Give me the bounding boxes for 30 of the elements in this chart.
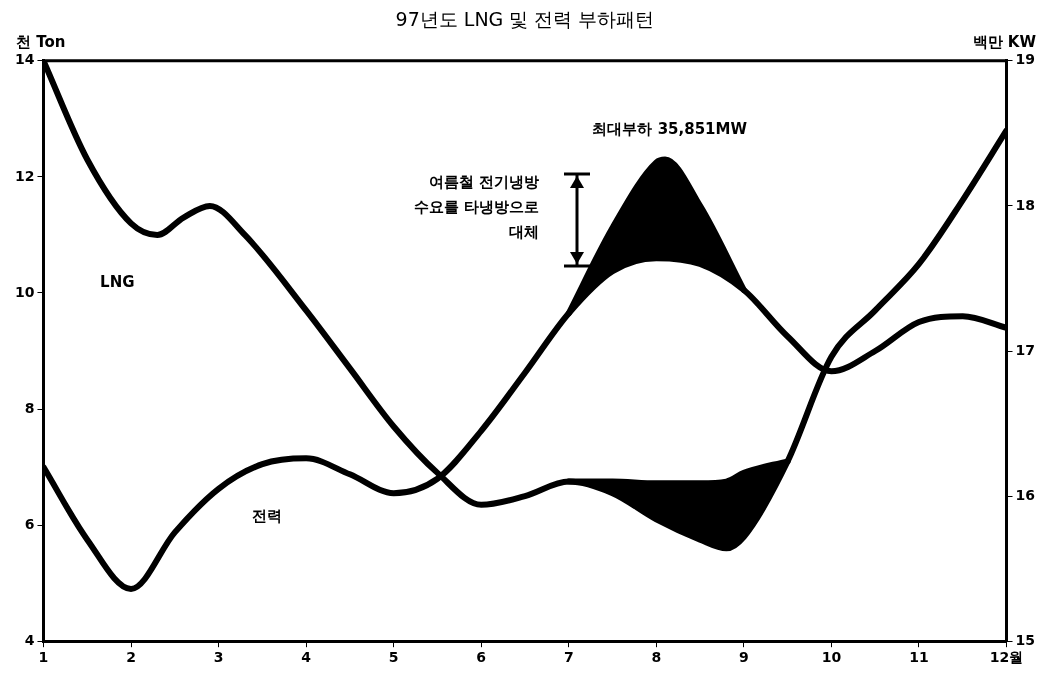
x-tick-label: 11 — [909, 649, 929, 666]
annotation: 최대부하 35,851MW — [592, 120, 748, 139]
x-tick-label: 3 — [213, 649, 224, 666]
y2-tick-label: 17 — [1015, 341, 1035, 358]
y-tick-label: 8 — [24, 399, 35, 416]
x-tick-label: 9 — [739, 649, 749, 666]
y2-tick-label: 18 — [1015, 196, 1035, 213]
y-tick-label: 10 — [15, 283, 35, 300]
x-tick-label: 5 — [388, 649, 399, 666]
x-tick-label: 8 — [651, 649, 662, 666]
x-tick-label: 7 — [563, 649, 574, 666]
y-tick-label: 6 — [24, 515, 35, 532]
text: LNG — [100, 272, 135, 291]
y-tick-label: 12 — [15, 167, 35, 184]
x-tick-label: 2 — [126, 649, 136, 666]
x-tick-label: 6 — [476, 649, 487, 666]
chart-title: 97년도 LNG 및 전력 부하패턴 — [395, 8, 655, 31]
y2-tick-label: 16 — [1015, 486, 1035, 503]
x-tick-label: 4 — [301, 649, 312, 666]
y-axis-title: 천 Ton — [16, 33, 66, 52]
annotation: 여름철 전기냉방 수요를 타냉방으로 대체 — [414, 172, 540, 241]
y-tick-label: 4 — [24, 631, 35, 648]
x-tick-label: 1 — [38, 649, 49, 666]
y2-tick-label: 19 — [1015, 51, 1035, 68]
text: 전력 — [251, 506, 282, 525]
y2-axis-title: 백만 KW — [972, 33, 1037, 52]
y2-tick-label: 15 — [1015, 631, 1035, 648]
x-tick-label: 12월 — [989, 649, 1024, 666]
y-tick-label: 14 — [15, 51, 35, 68]
x-tick-label: 10 — [821, 649, 842, 666]
